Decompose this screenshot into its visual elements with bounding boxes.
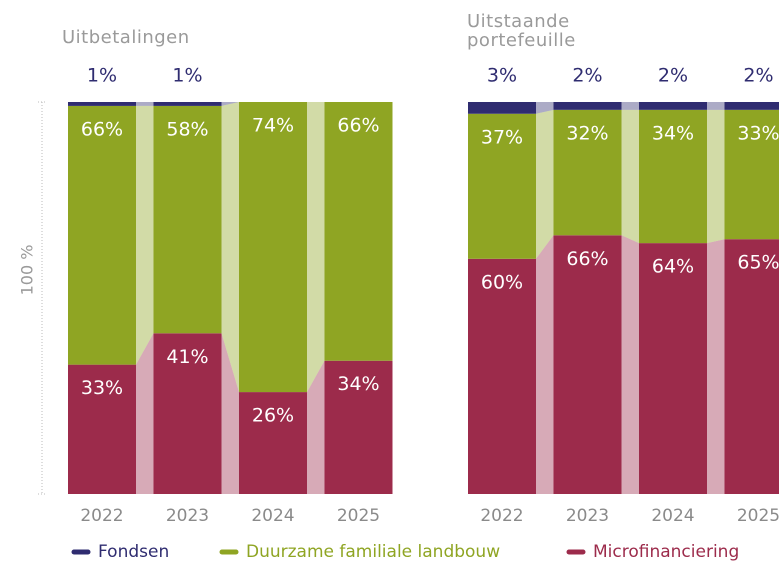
connector xyxy=(707,239,725,494)
connector xyxy=(707,109,725,244)
value-label: 26% xyxy=(252,405,294,427)
x-tick-label: 2023 xyxy=(566,506,609,526)
connector xyxy=(307,360,325,494)
connector xyxy=(221,102,239,106)
connector xyxy=(221,102,239,393)
connector xyxy=(136,105,154,365)
connector xyxy=(536,102,554,114)
value-label: 1% xyxy=(172,65,202,87)
bar-segment xyxy=(239,392,307,494)
connector xyxy=(621,102,639,110)
value-label: 37% xyxy=(481,126,523,148)
chart-title: Uitbetalingen xyxy=(62,27,190,48)
value-label: 2% xyxy=(658,65,688,87)
x-tick-label: 2022 xyxy=(80,506,123,526)
bar-segment xyxy=(468,113,536,259)
bar-segment xyxy=(153,333,222,494)
bar-segment xyxy=(68,105,136,365)
bar-segment xyxy=(153,102,222,106)
value-label: 66% xyxy=(566,248,608,270)
value-label: 60% xyxy=(481,271,523,293)
connector xyxy=(307,102,325,393)
connector xyxy=(621,109,639,244)
bar-segment xyxy=(639,109,707,244)
value-label: 65% xyxy=(737,252,779,274)
value-label: 66% xyxy=(81,118,123,140)
value-label: 66% xyxy=(337,115,379,137)
bar-segment xyxy=(553,102,622,110)
x-tick-label: 2025 xyxy=(337,506,380,526)
x-tick-label: 2024 xyxy=(651,506,694,526)
value-label: 33% xyxy=(81,377,123,399)
bar-segment xyxy=(468,258,536,494)
y-axis-label: 100 % xyxy=(18,245,37,296)
value-label: 2% xyxy=(743,65,773,87)
value-label: 74% xyxy=(252,115,294,137)
legend-label: Microfinanciering xyxy=(593,542,739,562)
connector xyxy=(136,333,154,494)
legend-label: Duurzame familiale landbouw xyxy=(246,542,500,562)
value-label: 32% xyxy=(566,122,608,144)
connector xyxy=(221,333,239,494)
x-tick-label: 2024 xyxy=(251,506,294,526)
legend-label: Fondsen xyxy=(98,542,169,562)
bar-segment xyxy=(68,102,136,106)
bar-segment xyxy=(553,109,622,236)
bar-segment xyxy=(68,364,136,494)
bar-segment xyxy=(324,360,393,494)
x-tick-label: 2023 xyxy=(166,506,209,526)
value-label: 1% xyxy=(87,65,117,87)
connector xyxy=(536,235,554,494)
connector xyxy=(136,102,154,106)
value-label: 41% xyxy=(166,346,208,368)
connector xyxy=(707,102,725,110)
bar-segment xyxy=(468,102,536,114)
value-label: 64% xyxy=(652,256,694,278)
value-label: 34% xyxy=(652,122,694,144)
bar-segment xyxy=(239,102,307,393)
bar-segment xyxy=(724,109,779,240)
value-label: 3% xyxy=(487,65,517,87)
bar-segment xyxy=(153,105,222,334)
x-tick-label: 2022 xyxy=(480,506,523,526)
bar-segment xyxy=(324,102,393,361)
value-label: 2% xyxy=(572,65,602,87)
bar-segment xyxy=(553,235,622,494)
connector xyxy=(621,235,639,494)
value-label: 33% xyxy=(737,122,779,144)
chart-title: Uitstaande portefeuille xyxy=(467,11,576,51)
bar-segment xyxy=(724,239,779,494)
bar-segment xyxy=(639,243,707,494)
value-label: 34% xyxy=(337,373,379,395)
value-label: 58% xyxy=(166,118,208,140)
connector xyxy=(536,109,554,259)
bar-segment xyxy=(724,102,779,110)
bar-segment xyxy=(639,102,707,110)
x-tick-label: 2025 xyxy=(737,506,779,526)
